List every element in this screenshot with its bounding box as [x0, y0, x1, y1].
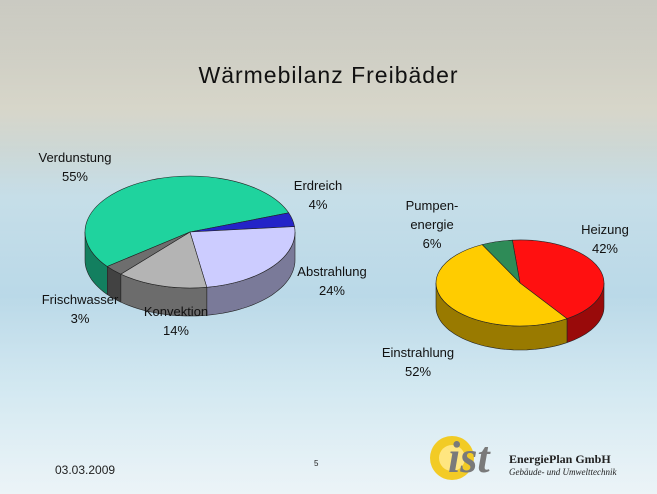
- date: 03.03.2009: [55, 463, 115, 477]
- label-name: Heizung: [581, 220, 629, 239]
- label-value: 52%: [382, 362, 454, 381]
- label-name: Einstrahlung: [382, 343, 454, 362]
- logo-company: EnergiePlan GmbH: [509, 452, 611, 467]
- label-value: 4%: [294, 195, 342, 214]
- label-value: 14%: [144, 321, 208, 340]
- label-value: 55%: [38, 167, 111, 186]
- logo-tagline: Gebäude- und Umwelttechnik: [509, 467, 616, 477]
- label-name: Verdunstung: [38, 148, 111, 167]
- label-name: Erdreich: [294, 176, 342, 195]
- label-value: 42%: [581, 239, 629, 258]
- label-value: 6%: [406, 234, 459, 253]
- slide: Wärmebilanz Freibäder 03.03.2009 5 ist E…: [0, 0, 657, 494]
- logo-mark: ist: [448, 432, 490, 483]
- label-name: Frischwasser: [42, 290, 119, 309]
- label-value: 24%: [297, 281, 366, 300]
- label-name: Pumpen- energie: [406, 196, 459, 234]
- label-name: Abstrahlung: [297, 262, 366, 281]
- label-name: Konvektion: [144, 302, 208, 321]
- label-value: 3%: [42, 309, 119, 328]
- page-number: 5: [314, 459, 318, 468]
- slide-title: Wärmebilanz Freibäder: [0, 62, 657, 89]
